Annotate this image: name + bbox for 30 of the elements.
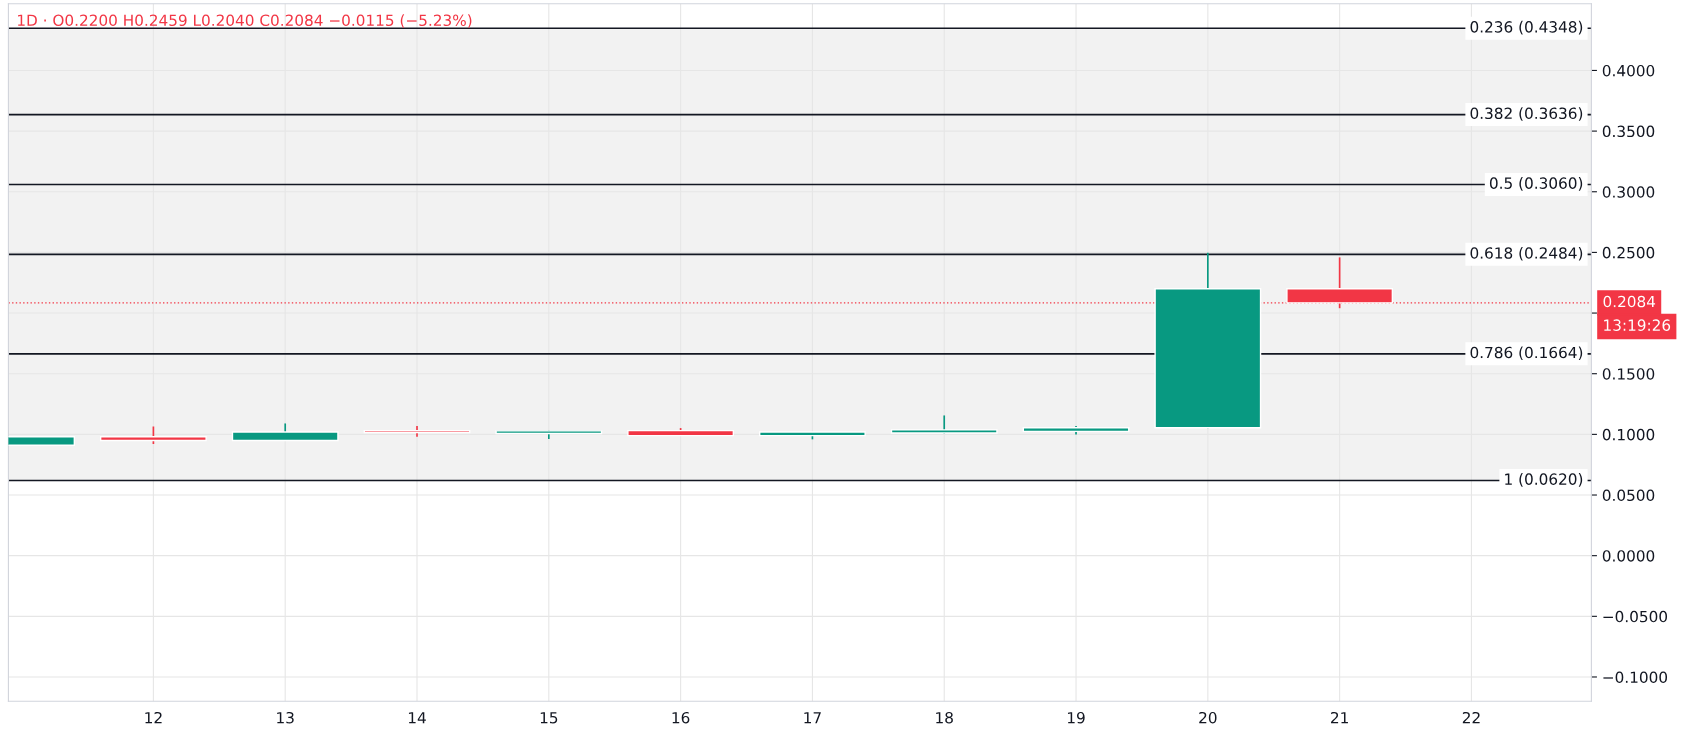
y-tick-label: −0.0500: [1603, 610, 1668, 623]
y-tick-label: −0.1000: [1603, 671, 1668, 683]
x-tick-label: 16: [672, 711, 690, 724]
ref-line-label: 1 (0.0620): [1505, 473, 1583, 487]
ref-line-label: 0.382 (0.3636): [1470, 107, 1583, 121]
x-tick-label: 19: [1067, 711, 1085, 724]
x-tick-label: 12: [145, 711, 162, 724]
x-tick-label: 18: [936, 711, 953, 724]
ref-line-label: 0.5 (0.3060): [1489, 177, 1583, 191]
y-tick-label: 0.2500: [1602, 246, 1655, 259]
ref-line-label: 0.2084: [1603, 295, 1656, 308]
x-tick-label: 21: [1331, 711, 1348, 724]
ref-line-label: 0.618 (0.2484): [1470, 246, 1583, 261]
x-tick-label: 22: [1462, 711, 1480, 724]
y-tick-label: 0.0500: [1602, 489, 1655, 502]
y-tick-label: 0.1500: [1602, 368, 1655, 380]
x-tick-label: 13: [277, 711, 294, 724]
y-tick-label: 0.0000: [1602, 550, 1655, 562]
text: 1D · O0.2200 H0.2459 L0.2040 C0.2084 −0.0115 (−5.23%): [18, 14, 472, 28]
y-tick-label: 0.3500: [1602, 125, 1655, 138]
ref-line-label: 0.786 (0.1664): [1470, 346, 1583, 361]
text: 13:19:26: [1604, 319, 1671, 331]
x-tick-label: 20: [1199, 711, 1217, 724]
y-tick-label: 0.1000: [1602, 428, 1655, 441]
x-tick-label: 17: [804, 712, 821, 724]
y-tick-label: 0.3000: [1602, 186, 1655, 198]
x-tick-label: 14: [408, 712, 426, 724]
y-tick-label: 0.4000: [1602, 64, 1655, 77]
x-tick-label: 15: [540, 712, 558, 724]
ref-line-label: 0.236 (0.4348): [1470, 20, 1583, 35]
